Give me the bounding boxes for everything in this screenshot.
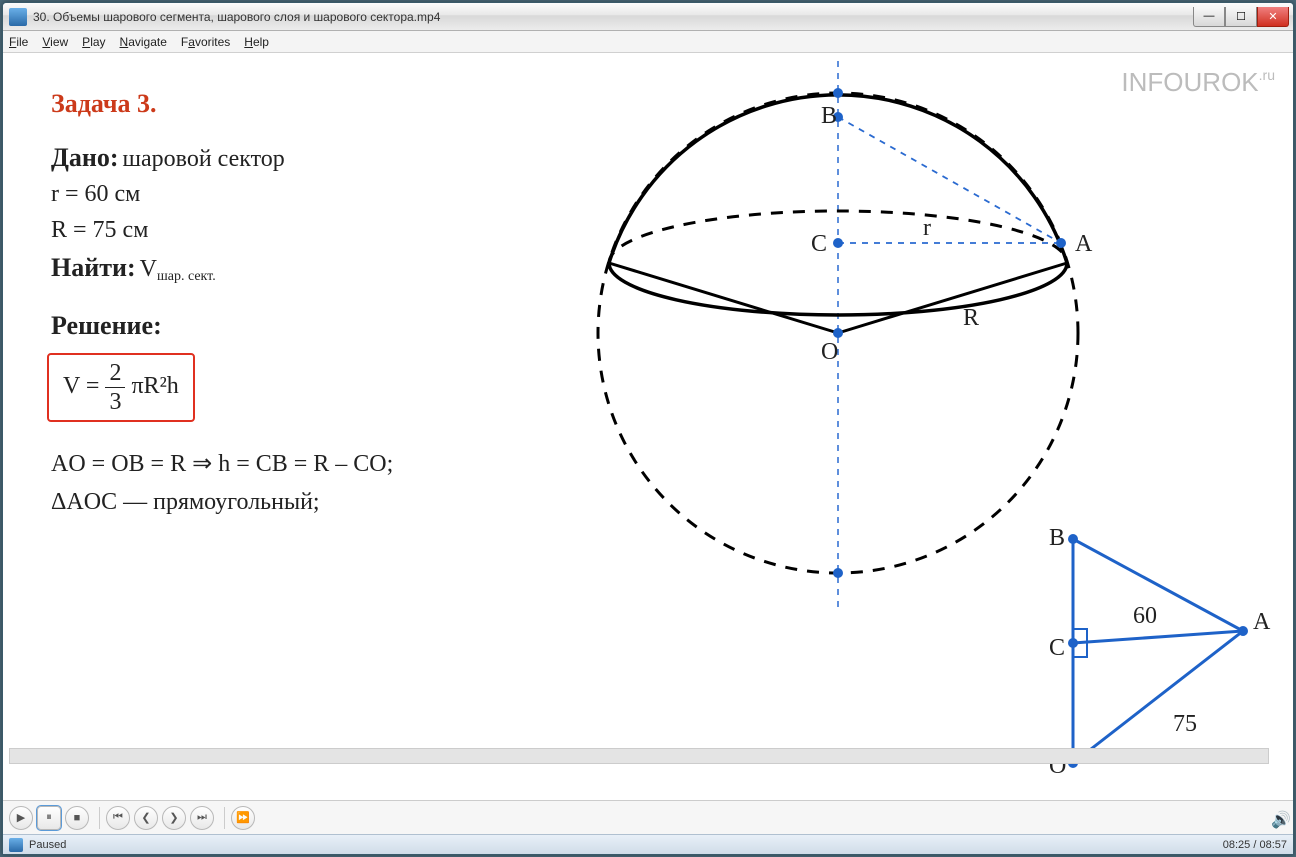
- time-sep: /: [1250, 839, 1259, 851]
- find-sub: шар. сект.: [157, 269, 216, 284]
- step1: AO = OB = R ⇒ h = CB = R – CO;: [51, 449, 393, 478]
- menu-favorites[interactable]: Favorites: [181, 35, 230, 49]
- prev-button[interactable]: ⏮: [106, 806, 130, 830]
- menu-play[interactable]: Play: [82, 35, 105, 49]
- formula-fraction: 2 3: [105, 361, 125, 414]
- given-line: Дано: шаровой сектор: [51, 143, 285, 173]
- minimize-button[interactable]: —: [1193, 7, 1225, 27]
- playback-status: Paused: [29, 839, 66, 851]
- r-line: r = 60 см: [51, 181, 140, 208]
- status-bar: Paused 08:25 / 08:57: [3, 834, 1293, 854]
- close-button[interactable]: ✕: [1257, 7, 1289, 27]
- formula-tail: πR²h: [131, 373, 178, 399]
- step-button[interactable]: ⏩: [231, 806, 255, 830]
- menu-view[interactable]: View: [42, 35, 68, 49]
- control-sep-2: [224, 807, 225, 829]
- control-bar: ▶ ⏸ ■ ⏮ ❮ ❯ ⏭ ⏩ 🔊: [3, 800, 1293, 834]
- window-title: 30. Объемы шарового сегмента, шарового с…: [33, 10, 1193, 24]
- svg-text:r: r: [923, 215, 931, 241]
- svg-text:B: B: [1049, 525, 1065, 551]
- watermark: INFOUROK.ru: [1121, 67, 1275, 98]
- menu-help[interactable]: Help: [244, 35, 269, 49]
- time-current: 08:25: [1223, 839, 1251, 851]
- status-icon: [9, 838, 23, 852]
- step2: ΔAOC — прямоугольный;: [51, 489, 320, 516]
- task-title: Задача 3.: [51, 89, 157, 119]
- formula-box: V = 2 3 πR²h: [47, 353, 195, 422]
- svg-text:60: 60: [1133, 603, 1157, 629]
- volume-icon[interactable]: 🔊: [1271, 810, 1287, 826]
- svg-text:R: R: [963, 305, 979, 331]
- R-line: R = 75 см: [51, 217, 148, 244]
- play-button[interactable]: ▶: [9, 806, 33, 830]
- svg-text:75: 75: [1173, 711, 1197, 737]
- stop-button[interactable]: ■: [65, 806, 89, 830]
- maximize-button[interactable]: ☐: [1225, 7, 1257, 27]
- svg-text:C: C: [1049, 635, 1065, 661]
- solution-label: Решение:: [51, 311, 162, 341]
- seek-bar[interactable]: [9, 748, 1269, 764]
- app-window: 30. Объемы шарового сегмента, шарового с…: [2, 2, 1294, 855]
- pause-button[interactable]: ⏸: [37, 806, 61, 830]
- menu-file[interactable]: File: [9, 35, 28, 49]
- menu-bar: File View Play Navigate Favorites Help: [3, 31, 1293, 53]
- rewind-button[interactable]: ❮: [134, 806, 158, 830]
- find-value: V: [140, 256, 157, 282]
- formula-v: V =: [63, 373, 99, 399]
- find-line: Найти: Vшар. сект.: [51, 253, 216, 285]
- control-sep-1: [99, 807, 100, 829]
- menu-navigate[interactable]: Navigate: [120, 35, 167, 49]
- app-icon: [9, 8, 27, 26]
- svg-text:B: B: [821, 103, 837, 129]
- svg-text:O: O: [821, 339, 838, 365]
- title-bar: 30. Объемы шарового сегмента, шарового с…: [3, 3, 1293, 31]
- find-label: Найти:: [51, 253, 136, 282]
- time-total: 08:57: [1259, 839, 1287, 851]
- svg-text:A: A: [1075, 231, 1093, 257]
- forward-button[interactable]: ❯: [162, 806, 186, 830]
- given-text: шаровой сектор: [123, 146, 285, 172]
- window-buttons: — ☐ ✕: [1193, 7, 1289, 27]
- svg-text:C: C: [811, 231, 827, 257]
- given-label: Дано:: [51, 143, 119, 172]
- video-content: INFOUROK.ru Задача 3. Дано: шаровой сект…: [3, 53, 1293, 800]
- next-button[interactable]: ⏭: [190, 806, 214, 830]
- svg-text:A: A: [1253, 609, 1271, 635]
